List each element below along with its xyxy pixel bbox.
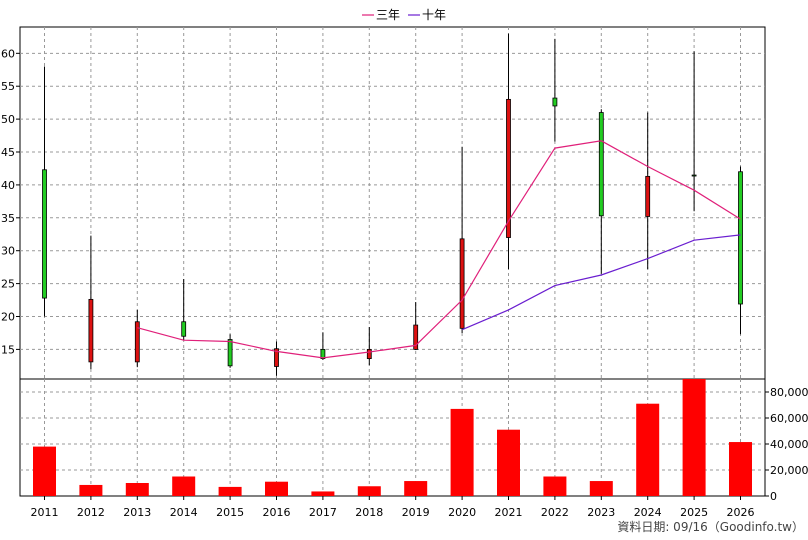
volume-bar: [543, 476, 567, 496]
candle-body: [274, 348, 279, 367]
data-date-footer: 資料日期: 09/16（Goodinfo.tw）: [617, 520, 804, 534]
x-tick-label: 2013: [123, 506, 151, 519]
volume-bar: [404, 481, 428, 496]
price-tick-label: 50: [1, 113, 15, 126]
volume-bar: [218, 486, 242, 496]
volume-bar: [357, 486, 381, 496]
volume-bar: [682, 379, 706, 496]
legend-label-10yr: 十年: [422, 8, 446, 22]
volume-tick-label: 40,000: [770, 438, 808, 451]
volume-bar: [589, 481, 613, 496]
x-tick-label: 2015: [216, 506, 244, 519]
candle-body: [88, 298, 94, 363]
candle-body: [181, 321, 187, 337]
x-axis: 2011 2012 2013 2014 2015 2016 2017 2018 2019 2020…: [31, 496, 755, 519]
line-10yr: [461, 234, 741, 331]
moving-average-lines: [137, 140, 741, 359]
candle-body: [134, 321, 140, 363]
price-tick-label: 45: [1, 146, 15, 159]
candle-body: [506, 98, 511, 238]
candle-body: [227, 339, 233, 367]
x-tick-label: 2023: [587, 506, 615, 519]
volume-bar: [172, 476, 196, 496]
volume-panel-frame: [19, 378, 766, 497]
volume-bars: [33, 379, 752, 496]
volume-bar: [79, 484, 103, 496]
price-tick-label: 55: [1, 80, 15, 93]
candle-body: [691, 174, 697, 177]
x-tick-label: 2012: [77, 506, 105, 519]
candle-body: [645, 175, 651, 217]
volume-bar: [33, 446, 56, 496]
volume-bar: [636, 403, 660, 496]
line-3yr: [137, 140, 741, 359]
price-tick-label: 40: [1, 179, 15, 192]
legend: 三年 十年: [362, 8, 446, 22]
x-tick-label: 2016: [263, 506, 291, 519]
x-tick-label: 2026: [727, 506, 755, 519]
volume-bar: [265, 481, 288, 496]
price-tick-label: 30: [1, 245, 15, 258]
x-tick-label: 2022: [541, 506, 569, 519]
candle-body: [738, 171, 743, 305]
x-tick-label: 2025: [680, 506, 708, 519]
candle-body: [598, 112, 604, 217]
candle-body: [366, 348, 372, 360]
price-tick-label: 20: [1, 310, 15, 323]
volume-bar: [125, 483, 149, 496]
volume-bar: [311, 491, 335, 496]
volume-tick-label: 60,000: [770, 412, 808, 425]
price-tick-label: 15: [1, 343, 15, 356]
candle-body: [42, 169, 47, 299]
price-tick-label: 35: [1, 212, 15, 225]
volume-tick-label: 80,000: [770, 386, 808, 399]
x-tick-label: 2021: [495, 506, 523, 519]
x-tick-label: 2014: [170, 506, 198, 519]
legend-label-3yr: 三年: [376, 8, 400, 22]
volume-tick-label: 0: [770, 490, 777, 503]
price-tick-label: 25: [1, 278, 15, 291]
x-tick-label: 2019: [402, 506, 430, 519]
candlesticks: [42, 33, 743, 376]
candle-body: [413, 324, 419, 350]
candle-body: [459, 238, 465, 329]
candle-body: [552, 97, 558, 107]
price-y-axis: 15 20 25 30 35 40 45 50 55 60: [1, 47, 20, 356]
price-grid: [20, 27, 765, 379]
price-tick-label: 60: [1, 47, 15, 60]
volume-bar: [497, 429, 520, 496]
x-tick-label: 2024: [634, 506, 662, 519]
volume-tick-label: 20,000: [770, 464, 808, 477]
x-tick-label: 2011: [31, 506, 59, 519]
x-tick-label: 2018: [355, 506, 383, 519]
volume-bar: [450, 408, 474, 496]
volume-y-axis: 0 20,000 40,000 60,000 80,000: [765, 386, 808, 503]
volume-bar: [729, 442, 752, 496]
x-tick-label: 2017: [309, 506, 337, 519]
candle-body: [320, 348, 326, 360]
price-panel-frame: [19, 26, 766, 380]
x-tick-label: 2020: [448, 506, 476, 519]
